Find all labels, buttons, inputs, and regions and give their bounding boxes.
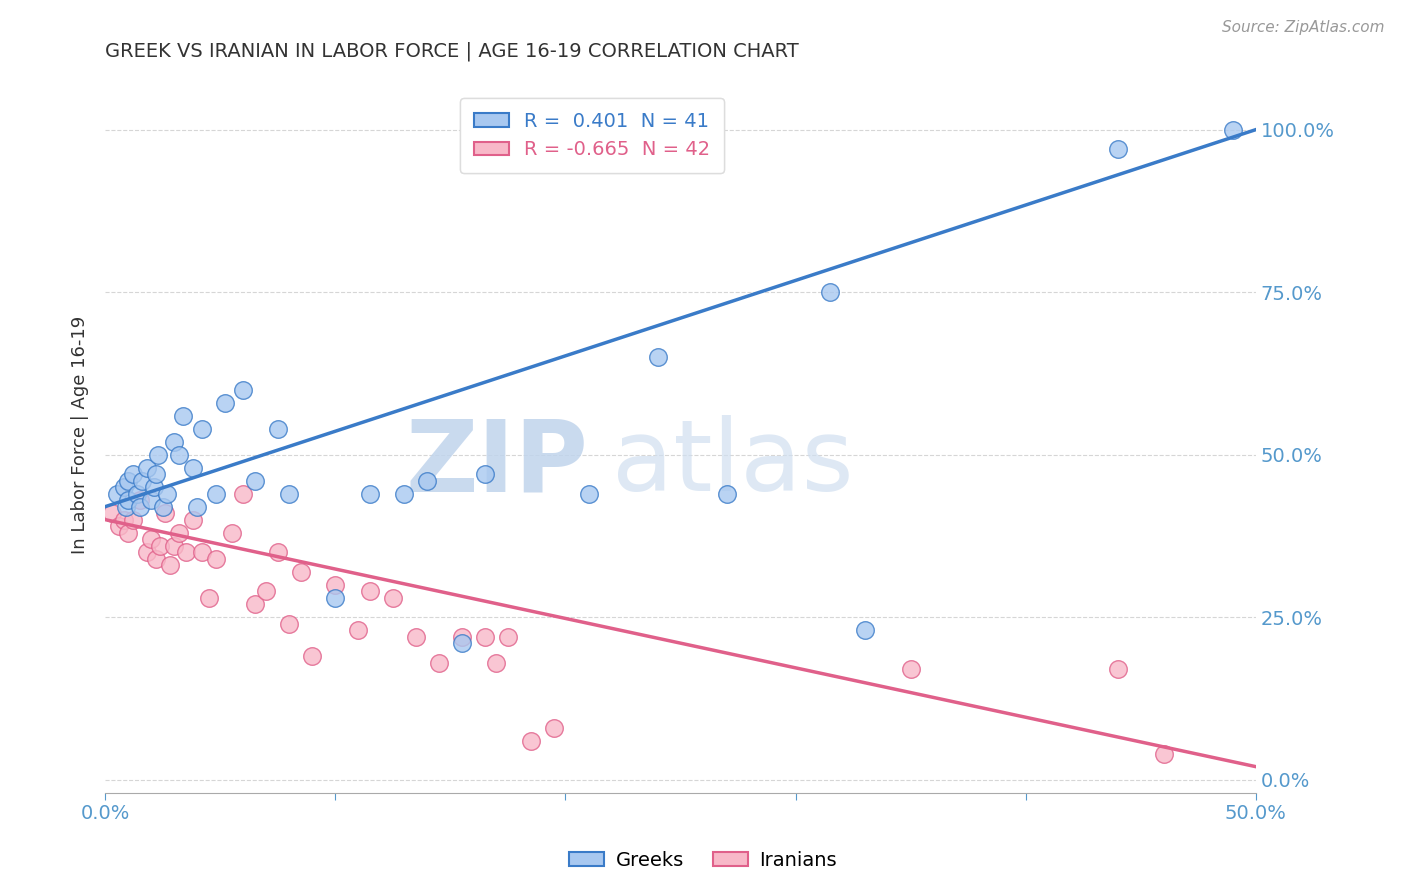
Text: ZIP: ZIP: [405, 416, 589, 512]
Point: [243, 474, 266, 488]
Point: [1107, 662, 1129, 676]
Point: [142, 480, 165, 494]
Point: [127, 486, 149, 500]
Point: [167, 448, 190, 462]
Point: [543, 721, 565, 735]
Point: [135, 460, 157, 475]
Point: [900, 662, 922, 676]
Point: [716, 486, 738, 500]
Point: [232, 383, 254, 397]
Point: [301, 649, 323, 664]
Point: [101, 506, 124, 520]
Point: [112, 513, 135, 527]
Point: [145, 467, 167, 482]
Point: [117, 493, 139, 508]
Point: [163, 434, 186, 449]
Point: [128, 500, 150, 514]
Point: [267, 422, 290, 436]
Point: [818, 285, 841, 299]
Point: [156, 486, 179, 500]
Point: [405, 630, 427, 644]
Point: [141, 532, 163, 546]
Point: [325, 577, 347, 591]
Point: [117, 474, 139, 488]
Point: [485, 656, 508, 670]
Point: [427, 656, 450, 670]
Y-axis label: In Labor Force | Age 16-19: In Labor Force | Age 16-19: [72, 316, 89, 554]
Point: [232, 486, 254, 500]
Point: [149, 539, 172, 553]
Point: [496, 630, 519, 644]
Point: [115, 500, 138, 514]
Point: [117, 525, 139, 540]
Point: [121, 513, 143, 527]
Point: [163, 539, 186, 553]
Point: [474, 630, 496, 644]
Point: [186, 500, 208, 514]
Point: [451, 636, 474, 650]
Point: [520, 733, 543, 747]
Point: [108, 519, 131, 533]
Point: [578, 486, 600, 500]
Point: [325, 591, 347, 605]
Point: [121, 467, 143, 482]
Point: [167, 525, 190, 540]
Point: [474, 467, 496, 482]
Point: [204, 486, 226, 500]
Point: [278, 486, 301, 500]
Point: [152, 500, 174, 514]
Point: [359, 486, 381, 500]
Point: [254, 584, 277, 599]
Point: [141, 493, 163, 508]
Point: [1107, 142, 1129, 156]
Point: [416, 474, 439, 488]
Point: [267, 545, 290, 559]
Point: [394, 486, 416, 500]
Legend: Greeks, Iranians: Greeks, Iranians: [561, 843, 845, 878]
Point: [131, 474, 153, 488]
Point: [181, 460, 204, 475]
Point: [105, 486, 128, 500]
Point: [146, 448, 169, 462]
Point: [243, 597, 266, 611]
Point: [214, 395, 236, 409]
Point: [128, 493, 150, 508]
Point: [172, 409, 194, 423]
Point: [153, 506, 176, 520]
Point: [145, 551, 167, 566]
Text: GREEK VS IRANIAN IN LABOR FORCE | AGE 16-19 CORRELATION CHART: GREEK VS IRANIAN IN LABOR FORCE | AGE 16…: [105, 42, 799, 62]
Point: [181, 513, 204, 527]
Point: [647, 350, 669, 364]
Point: [204, 551, 226, 566]
Point: [159, 558, 181, 573]
Point: [191, 422, 214, 436]
Point: [451, 630, 474, 644]
Point: [1153, 747, 1175, 761]
Point: [174, 545, 197, 559]
Point: [221, 525, 243, 540]
Point: [135, 545, 157, 559]
Point: [381, 591, 404, 605]
Text: Source: ZipAtlas.com: Source: ZipAtlas.com: [1222, 20, 1385, 35]
Point: [290, 565, 312, 579]
Legend: R =  0.401  N = 41, R = -0.665  N = 42: R = 0.401 N = 41, R = -0.665 N = 42: [460, 98, 724, 173]
Text: atlas: atlas: [612, 416, 853, 512]
Point: [347, 623, 370, 637]
Point: [359, 584, 381, 599]
Point: [1222, 122, 1244, 136]
Point: [197, 591, 219, 605]
Point: [112, 480, 135, 494]
Point: [853, 623, 876, 637]
Point: [191, 545, 214, 559]
Point: [278, 616, 301, 631]
